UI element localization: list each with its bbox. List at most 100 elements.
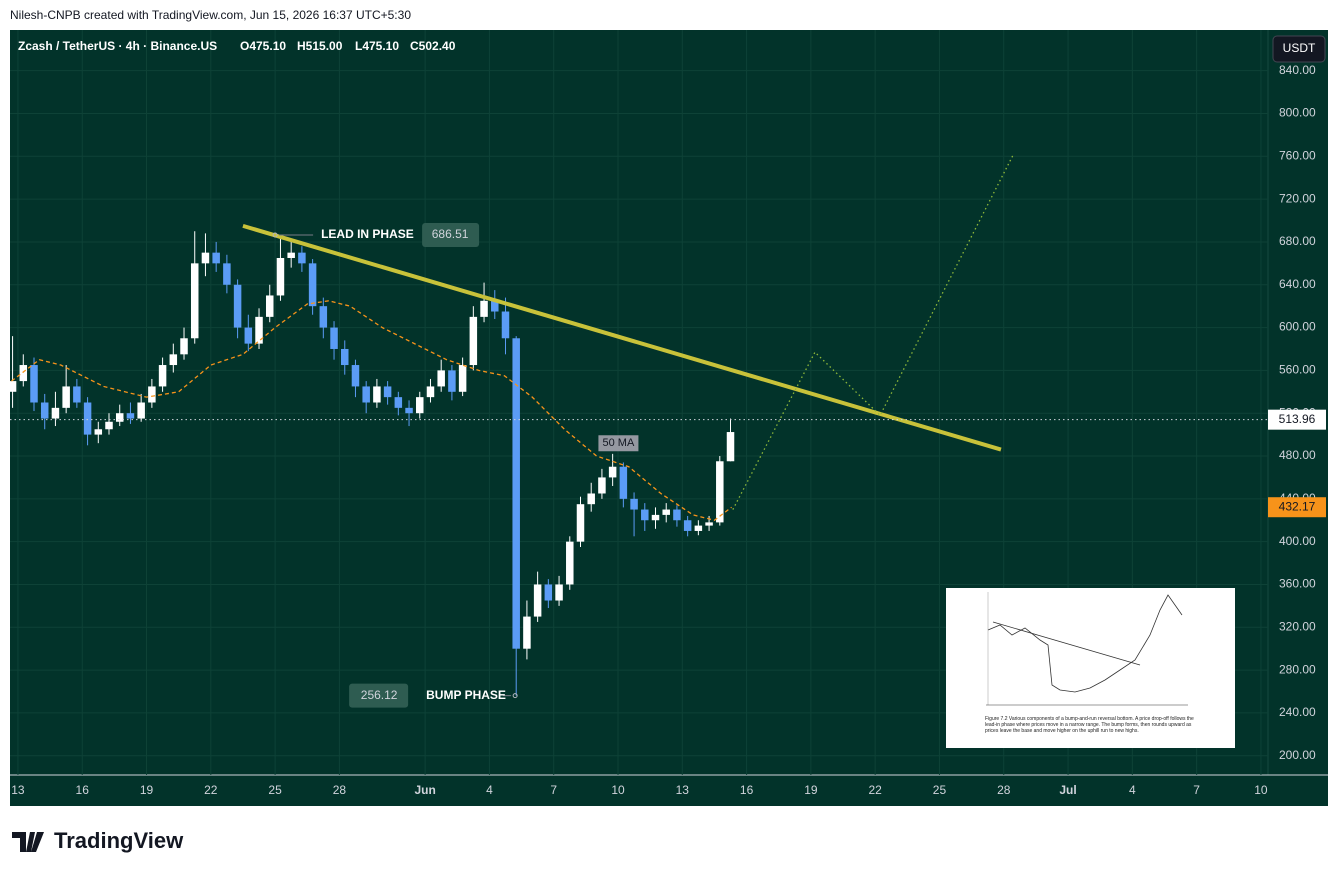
ohlc-low: L475.10	[355, 39, 399, 53]
candle-body	[491, 300, 499, 312]
currency-button[interactable]	[1272, 35, 1326, 63]
x-tick-label: 25	[268, 783, 282, 797]
x-tick-label: Jul	[1059, 783, 1076, 797]
candle-body	[30, 365, 38, 403]
annotation-point	[272, 232, 278, 238]
candle-body	[8, 381, 17, 392]
x-tick-label: 22	[868, 783, 882, 797]
candle-body	[190, 263, 199, 339]
candle-body	[501, 311, 510, 339]
y-tick-label: 840.00	[1279, 63, 1316, 77]
candle-body	[362, 386, 370, 403]
candle-body	[137, 402, 145, 419]
candle-body	[662, 509, 670, 515]
y-tick-label: 600.00	[1279, 320, 1316, 334]
candle-body	[83, 402, 92, 435]
ohlc-close: C502.40	[410, 39, 456, 53]
inset-trendline	[992, 621, 1141, 666]
candle-body	[341, 348, 349, 366]
y-tick-label: 640.00	[1279, 277, 1316, 291]
candle-body	[126, 413, 135, 419]
candle-body	[115, 413, 124, 422]
inset-price	[987, 594, 1183, 693]
inset-background	[946, 588, 1235, 748]
ma-price-label: 432.17	[1279, 499, 1316, 513]
candle-body	[598, 477, 606, 494]
y-tick-label: 680.00	[1279, 234, 1316, 248]
candle-body	[716, 461, 724, 523]
candle-body	[437, 370, 445, 387]
candle-body	[201, 252, 210, 264]
x-tick-label: 19	[140, 783, 154, 797]
x-tick-label: Jun	[414, 783, 435, 797]
candle-body	[576, 504, 585, 542]
annotation-value: 686.51	[432, 227, 469, 241]
y-tick-label: 280.00	[1279, 662, 1316, 676]
logo-icon	[12, 832, 44, 852]
inset-caption-box: Figure 7.2 Various components of a bump-…	[985, 716, 1194, 734]
logo: TradingView	[12, 828, 184, 853]
currency[interactable]: USDT	[1283, 41, 1316, 55]
candle-body	[233, 284, 242, 328]
candle-body	[394, 397, 403, 408]
x-tick-label: 10	[1254, 783, 1268, 797]
candle-body	[683, 520, 692, 531]
annotation-value: 256.12	[361, 688, 398, 702]
x-tick-label: 13	[676, 783, 690, 797]
y-tick-label: 760.00	[1279, 148, 1316, 162]
ma-price-badge	[1268, 497, 1326, 518]
y-tick-label: 320.00	[1279, 619, 1316, 633]
y-tick-label: 240.00	[1279, 705, 1316, 719]
candle-body	[469, 316, 478, 366]
annotation-value-box	[422, 222, 480, 247]
candle-body	[480, 300, 488, 317]
candle-body	[308, 263, 317, 307]
candle-body	[255, 316, 263, 344]
x-tick-label: 13	[11, 783, 25, 797]
line-label: 50 MA	[603, 437, 635, 449]
candle-body	[276, 257, 285, 296]
line-dotted	[732, 154, 1014, 510]
x-tick-label: 7	[550, 783, 557, 797]
annotation-value-box	[349, 683, 409, 708]
candle-body	[641, 509, 649, 521]
candle-body	[619, 466, 628, 499]
ohlc-open: O475.10	[240, 39, 286, 53]
candle-body	[180, 338, 188, 355]
candle-body	[405, 407, 413, 414]
candle-body	[555, 584, 563, 601]
candle-body	[523, 616, 531, 649]
line-solid	[242, 223, 1002, 452]
candle-body	[158, 365, 167, 387]
x-tick-label: 19	[804, 783, 818, 797]
line-label-box	[598, 435, 639, 452]
candle-body	[726, 432, 735, 462]
candle-body	[544, 584, 553, 601]
plot	[8, 154, 1014, 699]
candle-body	[105, 421, 113, 430]
candle-body	[587, 493, 595, 505]
last-price-badge	[1268, 409, 1326, 430]
candle-body	[426, 386, 435, 398]
candle-body	[608, 466, 617, 478]
candle-body	[265, 295, 274, 317]
candle-body	[705, 522, 713, 526]
y-tick-label: 480.00	[1279, 448, 1316, 462]
candle-body	[373, 386, 381, 403]
credit: Nilesh-CNPB created with TradingView.com…	[10, 8, 411, 22]
candle-body	[244, 327, 253, 344]
candle-body	[566, 541, 574, 585]
candle-body	[287, 252, 295, 258]
x-tick-label: 28	[333, 783, 347, 797]
x-tick-label: 28	[997, 783, 1011, 797]
x-tick-label: 16	[76, 783, 90, 797]
y-tick-label: 560.00	[1279, 363, 1316, 377]
candle-body	[223, 263, 231, 285]
candle-body	[448, 370, 456, 392]
candle-body	[94, 429, 103, 435]
symbol: Zcash / TetherUS · 4h · Binance.US	[18, 39, 217, 53]
x-tick-label: 16	[740, 783, 754, 797]
x-tick-label: 4	[1129, 783, 1136, 797]
candle-body	[212, 252, 220, 264]
